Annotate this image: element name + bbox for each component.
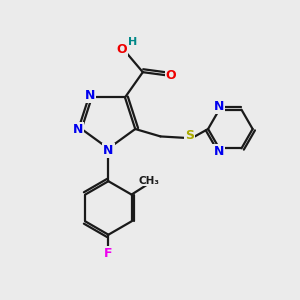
Text: N: N	[73, 122, 83, 136]
Text: O: O	[117, 43, 127, 56]
Text: CH₃: CH₃	[139, 176, 160, 186]
Text: S: S	[185, 129, 194, 142]
Text: N: N	[213, 146, 224, 158]
Text: H: H	[128, 37, 138, 46]
Text: F: F	[104, 247, 112, 260]
Text: N: N	[103, 144, 114, 158]
Text: N: N	[85, 88, 95, 102]
Text: N: N	[213, 100, 224, 112]
Text: O: O	[166, 69, 176, 82]
